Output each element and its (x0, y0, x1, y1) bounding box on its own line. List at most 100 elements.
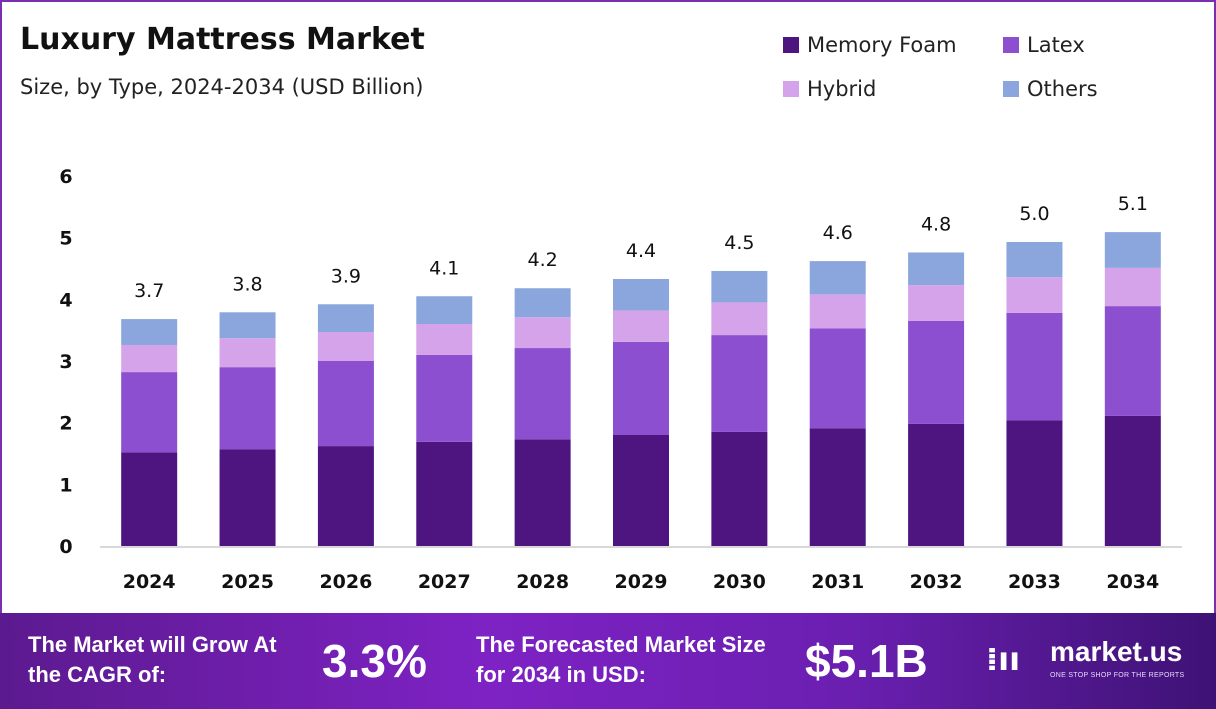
y-tick-label: 4 (59, 289, 72, 311)
bar-segment-others (317, 304, 374, 333)
forecast-label: The Forecasted Market Size for 2034 in U… (476, 632, 766, 687)
bar-segment-latex (711, 335, 768, 432)
bar-segment-latex (1006, 312, 1063, 421)
bar-segment-hybrid (317, 332, 374, 361)
legend-swatch (1003, 81, 1019, 97)
legend-item: Memory Foam (783, 32, 1003, 58)
cagr-label: The Market will Grow At the CAGR of: (28, 632, 277, 687)
legend-label: Others (1027, 77, 1098, 101)
cagr-value: 3.3% (322, 635, 427, 687)
bar-segment-others (416, 296, 473, 324)
legend-swatch (783, 81, 799, 97)
bar-segment-latex (514, 348, 571, 440)
bar-segment-latex (416, 354, 473, 442)
forecast-value: $5.1B (805, 635, 928, 687)
x-tick-label: 2034 (1106, 571, 1159, 593)
bar-segment-memory-foam (121, 452, 178, 546)
bar-segment-latex (613, 341, 669, 435)
bar-segment-hybrid (219, 338, 276, 368)
bar-segment-hybrid (809, 294, 866, 329)
bar-segment-others (711, 270, 768, 303)
total-label: 3.8 (232, 273, 262, 295)
bar-segment-memory-foam (514, 439, 571, 546)
bar-segment-memory-foam (416, 441, 473, 546)
chart-subtitle: Size, by Type, 2024-2034 (USD Billion) (20, 75, 424, 99)
legend-swatch (1003, 37, 1019, 53)
bar-segment-latex (908, 320, 965, 424)
total-label: 5.0 (1019, 203, 1049, 225)
bar-segment-others (1006, 241, 1063, 278)
bar-segment-latex (1104, 306, 1161, 416)
total-label: 5.1 (1118, 193, 1148, 215)
x-tick-label: 2030 (713, 571, 766, 593)
total-label: 4.2 (528, 249, 558, 271)
bar-segment-hybrid (1104, 267, 1161, 307)
bar-segment-latex (809, 328, 866, 429)
total-label: 4.4 (626, 240, 656, 262)
y-tick-label: 0 (59, 536, 72, 558)
bar-segment-others (1104, 232, 1161, 268)
x-tick-label: 2025 (221, 571, 274, 593)
total-label: 3.9 (331, 265, 361, 287)
x-tick-label: 2033 (1008, 571, 1061, 593)
total-label: 4.6 (823, 222, 853, 244)
x-tick-label: 2029 (615, 571, 668, 593)
logo-tagline: ONE STOP SHOP FOR THE REPORTS (1050, 672, 1185, 679)
bar-segment-others (514, 288, 571, 318)
legend-item: Latex (1003, 32, 1153, 58)
x-tick-label: 2026 (319, 571, 372, 593)
logo-icon: ⁞ıı (986, 640, 1021, 678)
x-tick-label: 2028 (516, 571, 569, 593)
chart-area: 0 1 2 3 4 5 6 3.7 2024 3.8 2025 3.9 2026 4.1 2027 4.2 20… (59, 166, 1182, 593)
bar-segment-hybrid (121, 344, 178, 373)
bar-segment-memory-foam (317, 446, 374, 546)
bar-segment-memory-foam (1104, 415, 1161, 546)
logo-name: market.us (1050, 636, 1183, 667)
y-tick-label: 5 (59, 228, 72, 250)
y-tick-label: 6 (59, 166, 72, 188)
x-tick-label: 2024 (123, 571, 176, 593)
bar-segment-others (219, 312, 276, 339)
legend: Memory Foam Latex Hybrid Others (783, 32, 1153, 102)
bar-segment-hybrid (514, 317, 571, 349)
bar-segment-memory-foam (809, 428, 866, 546)
legend-label: Hybrid (807, 77, 877, 101)
market-us-logo: ⁞ıı market.us ONE STOP SHOP FOR THE REPO… (986, 633, 1208, 689)
chart-title: Luxury Mattress Market (20, 22, 425, 57)
x-tick-label: 2027 (418, 571, 471, 593)
bar-segment-latex (317, 361, 374, 447)
y-tick-label: 3 (59, 351, 72, 373)
bar-segment-hybrid (416, 324, 473, 355)
legend-item: Others (1003, 76, 1153, 102)
bar-segment-hybrid (613, 310, 669, 342)
total-label: 4.5 (724, 232, 754, 254)
y-tick-label: 1 (59, 474, 72, 496)
logo-text: market.us ONE STOP SHOP FOR THE REPORTS (1050, 637, 1208, 681)
bar-segment-memory-foam (219, 449, 276, 546)
bar-segment-memory-foam (908, 423, 965, 546)
bar-segment-memory-foam (711, 431, 768, 546)
bar-segment-hybrid (711, 302, 768, 336)
legend-label: Latex (1027, 33, 1085, 57)
bar-segment-latex (121, 372, 178, 453)
total-label: 4.8 (921, 213, 951, 235)
bar-segment-latex (219, 367, 276, 450)
x-tick-label: 2031 (811, 571, 864, 593)
legend-swatch (783, 37, 799, 53)
bar-segment-others (908, 252, 965, 286)
bar-segment-hybrid (908, 285, 965, 321)
legend-label: Memory Foam (807, 33, 957, 57)
total-label: 4.1 (429, 257, 459, 279)
legend-item: Hybrid (783, 76, 1003, 102)
total-label: 3.7 (134, 280, 164, 302)
x-tick-label: 2032 (910, 571, 963, 593)
bar-segment-others (809, 261, 866, 295)
bar-segment-others (613, 278, 669, 311)
bar-segment-hybrid (1006, 277, 1063, 313)
bar-segment-others (121, 319, 178, 345)
y-tick-label: 2 (59, 413, 72, 435)
footer-banner: The Market will Grow At the CAGR of: 3.3… (0, 613, 1216, 709)
bar-segment-memory-foam (1006, 420, 1063, 546)
bar-segment-memory-foam (613, 435, 669, 546)
